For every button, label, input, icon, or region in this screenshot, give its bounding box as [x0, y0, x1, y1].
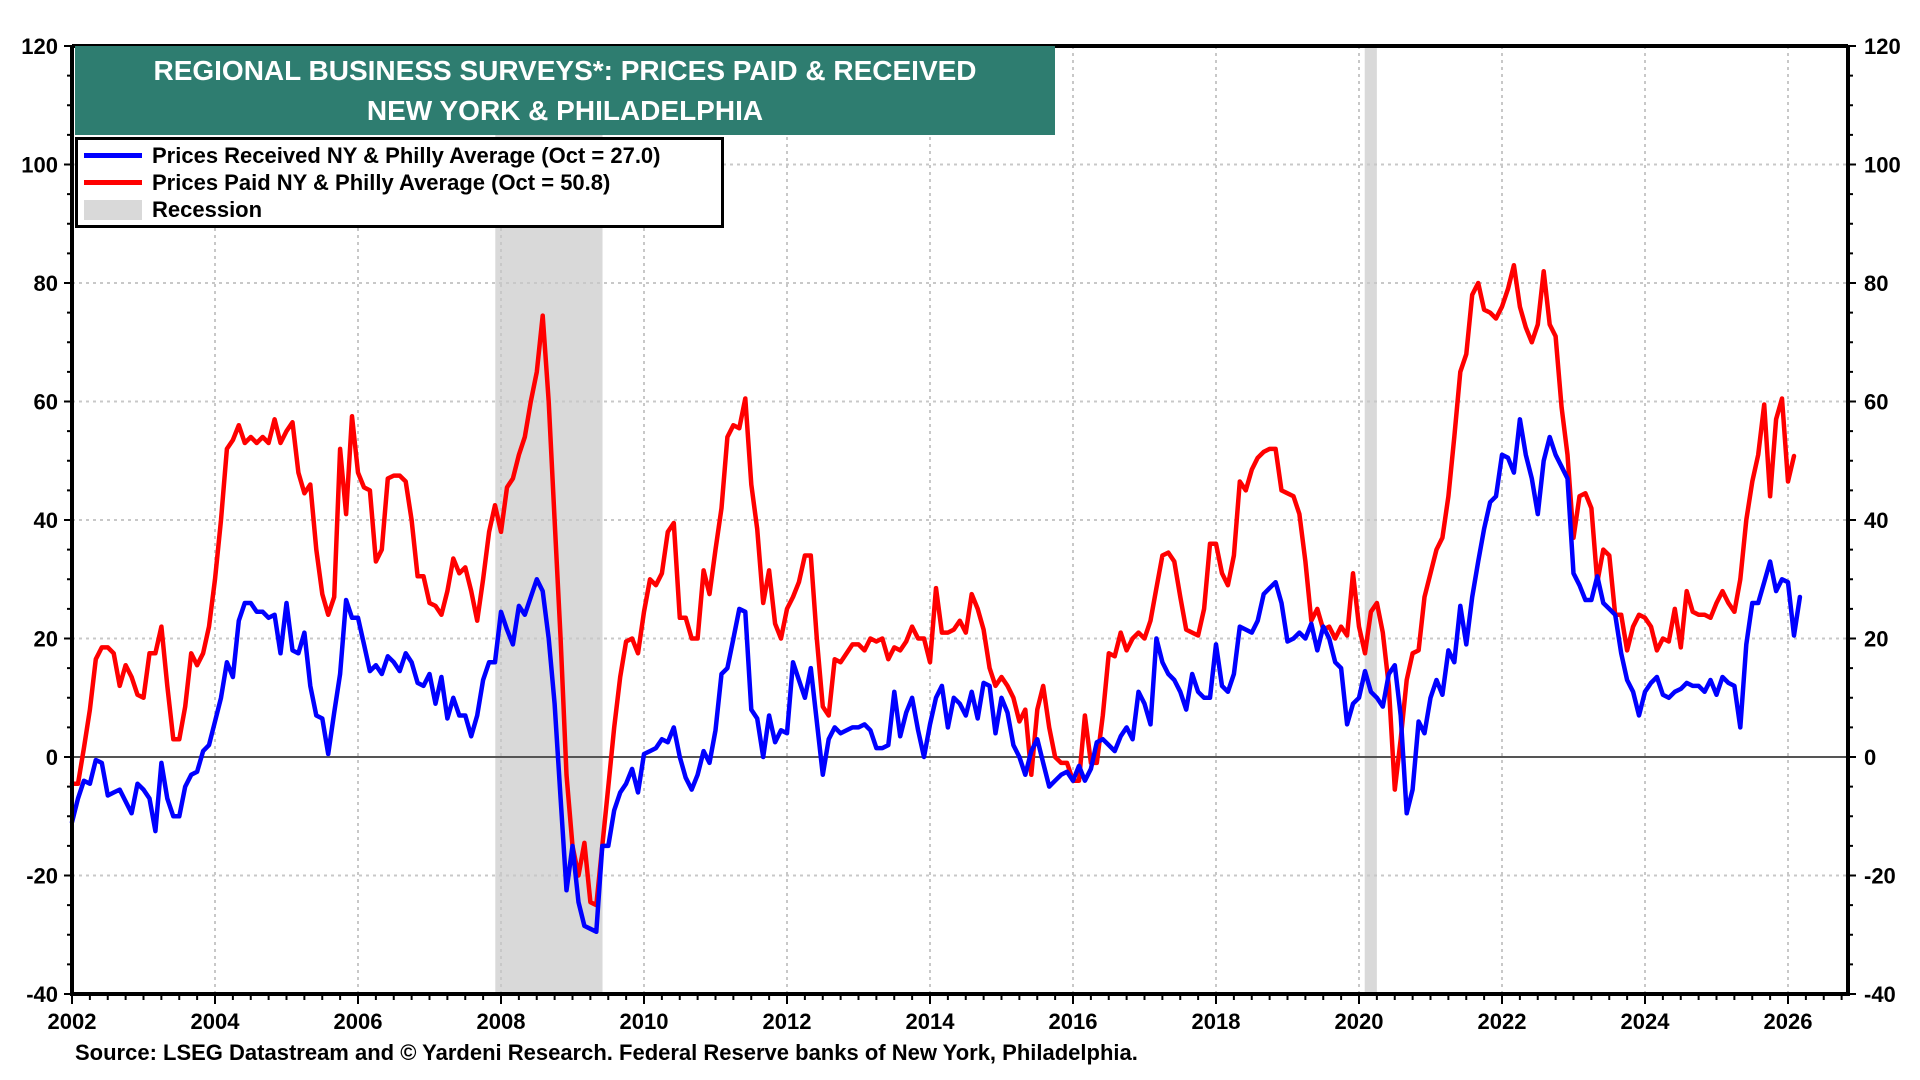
- legend-label: Recession: [152, 196, 263, 222]
- y-axis-left: -40 -20 0 20 40 60 80 100 120: [21, 34, 72, 1007]
- y-tick-label-left: 60: [34, 390, 58, 415]
- y-tick-label-left: 100: [21, 153, 58, 178]
- x-tick-label: 2018: [1192, 1009, 1241, 1034]
- legend: Prices Received NY & Philly Average (Oct…: [75, 137, 724, 228]
- y-tick-label-left: 120: [21, 34, 58, 59]
- x-tick-label: 2016: [1049, 1009, 1098, 1034]
- x-tick-label: 2012: [763, 1009, 812, 1034]
- y-tick-label-right: 40: [1864, 508, 1888, 533]
- series-prices-received-line: [69, 417, 1803, 935]
- y-tick-label-right: 0: [1864, 745, 1876, 770]
- y-tick-label-left: 80: [34, 271, 58, 296]
- y-tick-label-right: 60: [1864, 390, 1888, 415]
- x-tick-label: 2024: [1621, 1009, 1671, 1034]
- x-tick-label: 2026: [1764, 1009, 1813, 1034]
- x-tick-label: 2020: [1335, 1009, 1384, 1034]
- legend-item-prices-paid: Prices Paid NY & Philly Average (Oct = 5…: [84, 169, 721, 196]
- chart-title: REGIONAL BUSINESS SURVEYS*: PRICES PAID …: [153, 55, 977, 86]
- chart-subtitle: NEW YORK & PHILADELPHIA: [366, 95, 764, 126]
- y-tick-label-left: -40: [26, 982, 58, 1007]
- x-tick-label: 2002: [48, 1009, 97, 1034]
- y-tick-label-left: 20: [34, 627, 58, 652]
- legend-label: Prices Paid NY & Philly Average (Oct = 5…: [152, 169, 611, 195]
- x-tick-label: 2006: [334, 1009, 383, 1034]
- legend-swatch-blue-line: [84, 153, 142, 158]
- x-tick-label: 2022: [1478, 1009, 1527, 1034]
- y-tick-label-right: 100: [1864, 153, 1901, 178]
- y-tick-label-left: 0: [46, 745, 58, 770]
- y-tick-label-right: -20: [1864, 864, 1896, 889]
- legend-swatch-red-line: [84, 180, 142, 185]
- legend-item-prices-received: Prices Received NY & Philly Average (Oct…: [84, 142, 721, 169]
- chart-title-box: REGIONAL BUSINESS SURVEYS*: PRICES PAID …: [75, 46, 1055, 135]
- y-tick-label-right: 120: [1864, 34, 1901, 59]
- legend-item-recession: Recession: [84, 196, 721, 223]
- y-tick-label-right: 80: [1864, 271, 1888, 296]
- y-tick-label-right: 20: [1864, 627, 1888, 652]
- y-tick-label-left: -20: [26, 864, 58, 889]
- x-axis: 2002 2004 2006 2008 2010 2012 2014 2016 2018 2020…: [48, 994, 1843, 1034]
- y-tick-label-left: 40: [34, 508, 58, 533]
- series-prices-paid-line: [69, 262, 1797, 908]
- source-note: Source: LSEG Datastream and © Yardeni Re…: [75, 1040, 1138, 1065]
- x-tick-label: 2004: [191, 1009, 241, 1034]
- y-tick-label-right: -40: [1864, 982, 1896, 1007]
- y-axis-right: -40 -20 0 20 40 60 80 100 120: [1848, 34, 1901, 1007]
- legend-label: Prices Received NY & Philly Average (Oct…: [152, 142, 661, 168]
- legend-swatch-recession: [84, 199, 142, 220]
- series-lines: [69, 262, 1803, 935]
- x-tick-label: 2008: [477, 1009, 526, 1034]
- x-tick-label: 2014: [906, 1009, 956, 1034]
- x-tick-label: 2010: [620, 1009, 669, 1034]
